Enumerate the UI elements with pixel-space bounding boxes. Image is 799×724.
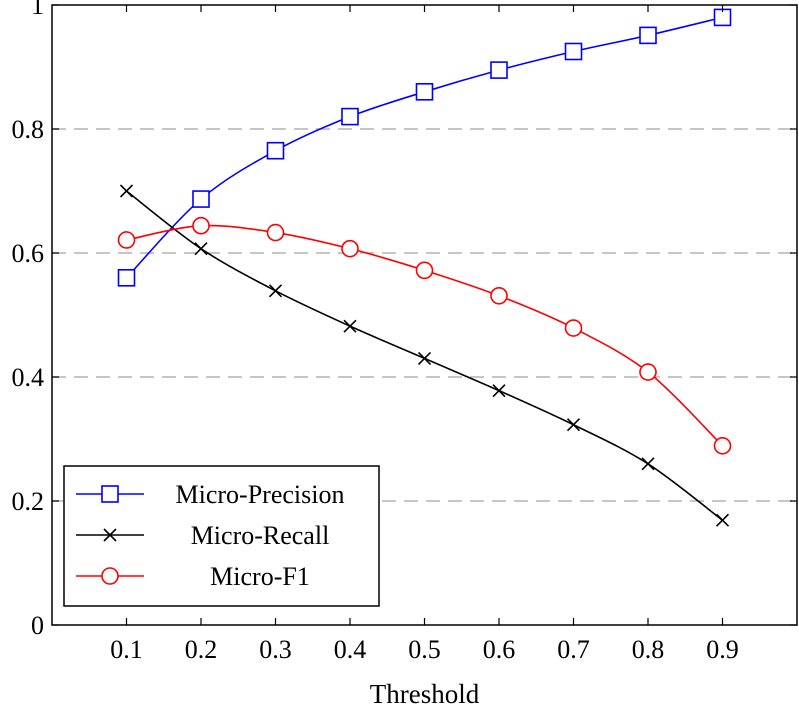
legend-item-micro-recall: Micro-Recall <box>76 521 329 550</box>
y-tick-label: 0.6 <box>12 239 45 268</box>
x-tick-label: 0.4 <box>334 635 367 664</box>
y-tick-label: 0.4 <box>12 363 45 392</box>
cross-stroke <box>492 384 506 398</box>
data-point-micro-precision <box>192 190 210 208</box>
data-point-micro-f1 <box>192 216 210 235</box>
series-micro-f1 <box>117 216 732 455</box>
axis-layer: 0 0.2 0.4 0.6 0.8 1 0.1 0.2 0.3 0.4 0.5 0.6 0.7 0.8 0.… <box>12 0 797 664</box>
legend-label: Micro-Precision <box>176 480 345 509</box>
y-tick-label: 0 <box>31 611 44 640</box>
data-point-micro-recall <box>119 184 134 198</box>
data-point-micro-f1 <box>415 261 434 280</box>
x-tick-label: 0.9 <box>706 635 739 664</box>
data-point-micro-f1 <box>266 223 285 242</box>
x-tick-label: 0.3 <box>259 635 292 664</box>
legend-item-micro-f1: Micro-F1 <box>76 562 310 591</box>
legend-marker <box>101 485 119 503</box>
data-point-micro-f1 <box>639 363 657 381</box>
y-tick-label: 1 <box>31 0 44 20</box>
data-point-micro-precision <box>415 83 434 101</box>
cross-stroke <box>715 513 730 527</box>
x-tick-label: 0.7 <box>557 635 590 664</box>
cross-stroke <box>417 351 432 365</box>
data-point-micro-f1 <box>117 231 136 249</box>
data-point-micro-precision <box>117 268 136 287</box>
x-tick-label: 0.8 <box>632 635 665 664</box>
series-micro-precision <box>117 8 732 287</box>
cross-stroke <box>343 319 357 333</box>
cross-stroke <box>194 242 208 256</box>
data-point-micro-f1 <box>490 286 508 305</box>
x-tick-label: 0.5 <box>408 635 441 664</box>
cross-stroke <box>103 528 117 542</box>
data-point-micro-recall <box>343 319 357 333</box>
legend-item-micro-precision: Micro-Precision <box>76 480 344 509</box>
legend-label: Micro-Recall <box>191 521 330 550</box>
data-point-micro-f1 <box>564 319 583 337</box>
data-point-micro-recall <box>715 513 730 527</box>
legend-marker <box>103 528 117 542</box>
data-point-micro-recall <box>417 351 432 365</box>
data-point-micro-recall <box>641 457 655 471</box>
data-point-micro-recall <box>566 418 581 432</box>
data-point-micro-f1 <box>341 239 359 258</box>
cross-stroke <box>268 284 283 298</box>
y-tick-label: 0.2 <box>12 487 45 516</box>
legend: Micro-Precision Micro-Recall Micro-F1 <box>63 465 380 607</box>
data-point-micro-precision <box>341 107 359 126</box>
y-tick-label: 0.8 <box>12 115 45 144</box>
data-point-micro-precision <box>266 141 285 160</box>
legend-marker <box>101 567 119 585</box>
grid-layer <box>52 128 797 502</box>
data-point-micro-precision <box>564 42 583 61</box>
series-line-micro-precision <box>125 16 723 279</box>
x-tick-label: 0.6 <box>483 635 516 664</box>
data-point-micro-recall <box>492 384 506 398</box>
series-layer <box>117 8 732 527</box>
data-point-micro-precision <box>490 61 508 79</box>
cross-stroke <box>566 418 581 432</box>
cross-stroke <box>119 184 134 198</box>
cross-stroke <box>641 457 655 471</box>
x-tick-label: 0.1 <box>110 635 143 664</box>
legend-label: Micro-F1 <box>210 562 310 591</box>
data-point-micro-precision <box>639 26 657 45</box>
data-point-micro-recall <box>194 242 208 256</box>
data-point-micro-recall <box>268 284 283 298</box>
x-axis-title: Threshold <box>370 679 480 709</box>
data-point-micro-f1 <box>713 437 732 455</box>
x-tick-label: 0.2 <box>185 635 218 664</box>
series-micro-recall <box>119 184 730 527</box>
